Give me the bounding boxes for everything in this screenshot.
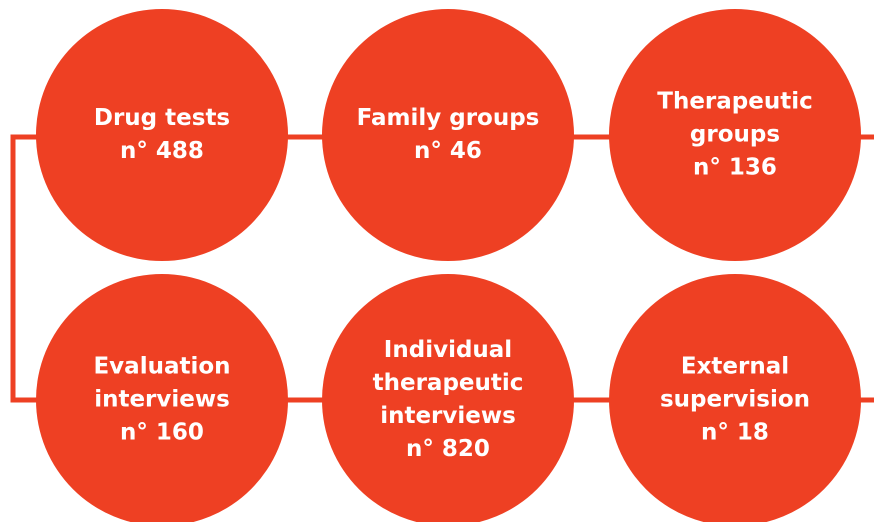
- node-circle: [322, 9, 574, 261]
- node-circle: [36, 274, 288, 522]
- node-text: Therapeutic: [657, 89, 812, 115]
- node-text: n° 136: [693, 155, 777, 181]
- node-text: groups: [690, 122, 780, 148]
- node-circle: [322, 274, 574, 522]
- node-text: n° 820: [406, 436, 490, 462]
- node-text: Evaluation: [93, 354, 230, 380]
- node-text: n° 160: [120, 420, 204, 446]
- node-text: n° 46: [414, 138, 482, 164]
- node-text: Individual: [384, 337, 512, 363]
- node-circle: [36, 9, 288, 261]
- nodes: Drug tests n° 488 Family groups n° 46 Therap…: [36, 9, 861, 522]
- node-text: Family groups: [357, 105, 540, 131]
- node-text: External: [681, 354, 789, 380]
- node-text: Drug tests: [94, 105, 230, 131]
- node-circle: [609, 274, 861, 522]
- node-text: supervision: [660, 387, 810, 413]
- node-text: n° 488: [120, 138, 204, 164]
- node-circle: [609, 9, 861, 261]
- node-text: interviews: [380, 403, 516, 429]
- node-text: n° 18: [701, 420, 769, 446]
- node-text: interviews: [94, 387, 230, 413]
- node-text: therapeutic: [373, 370, 524, 396]
